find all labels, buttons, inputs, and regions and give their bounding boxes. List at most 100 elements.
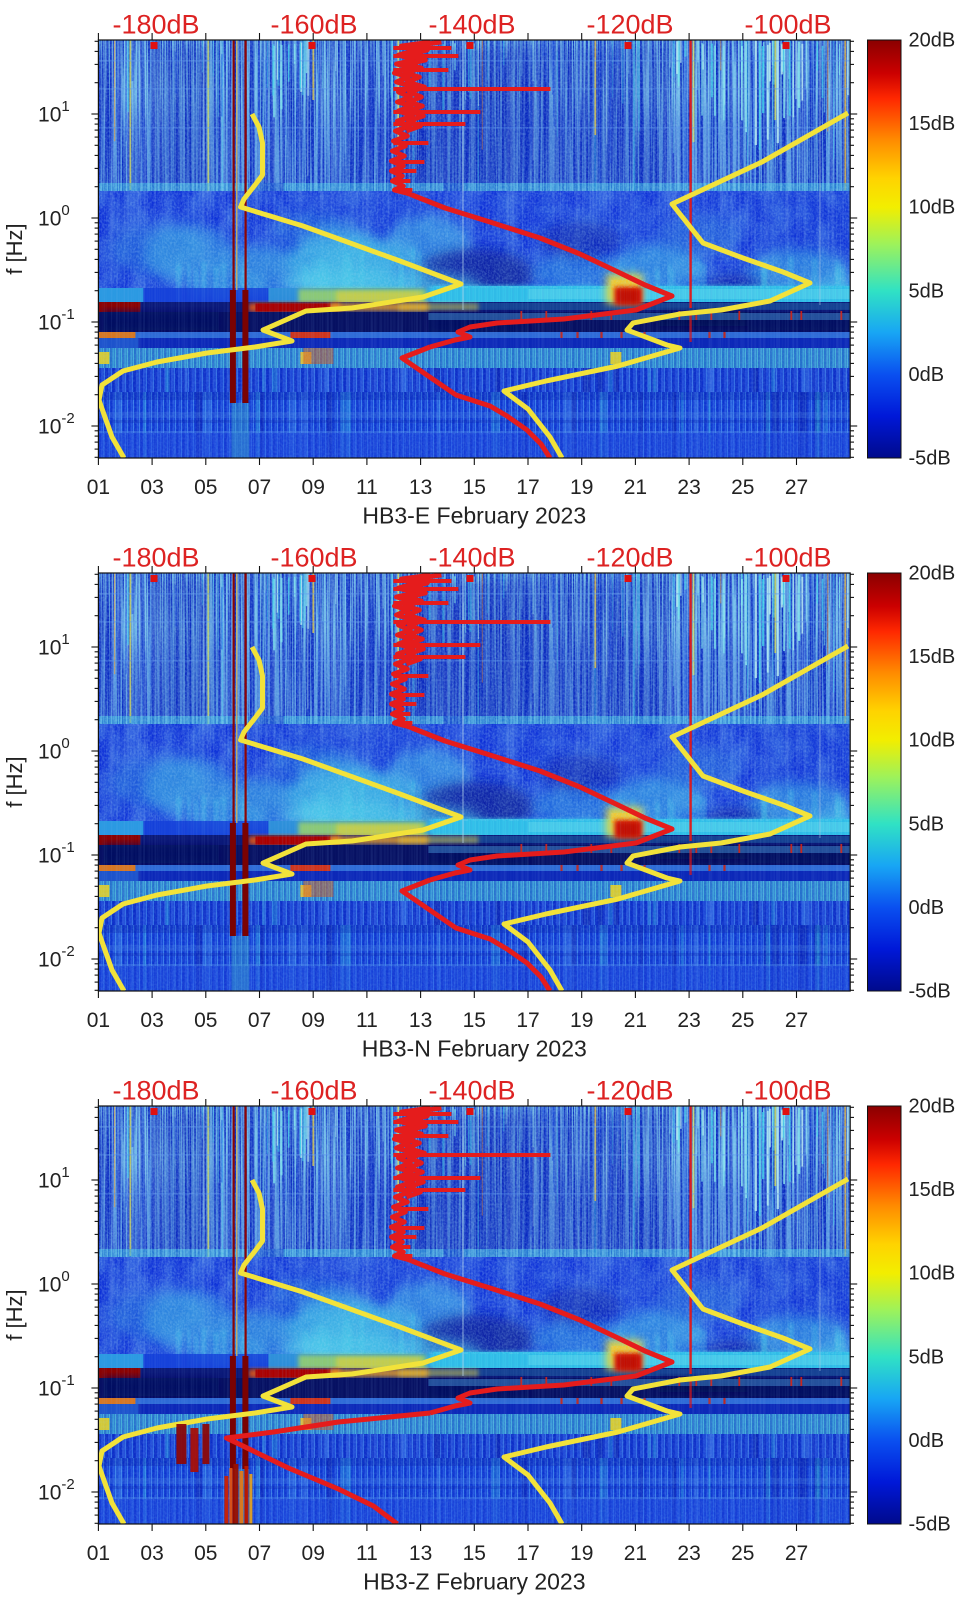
svg-text:-160dB: -160dB (270, 543, 357, 573)
svg-text:25: 25 (731, 1009, 754, 1032)
svg-text:07: 07 (248, 476, 271, 499)
svg-text:11: 11 (356, 1542, 378, 1565)
svg-text:HB3-N February 2023: HB3-N February 2023 (362, 1036, 587, 1062)
svg-text:27: 27 (785, 476, 808, 499)
svg-text:07: 07 (248, 1542, 271, 1565)
svg-text:0: 0 (61, 1268, 69, 1285)
svg-text:27: 27 (785, 1009, 808, 1032)
svg-text:-2: -2 (61, 410, 74, 427)
svg-text:17: 17 (516, 1542, 539, 1565)
svg-text:15dB: 15dB (909, 1179, 956, 1201)
svg-text:5dB: 5dB (909, 280, 945, 302)
svg-text:-180dB: -180dB (112, 1076, 199, 1106)
svg-text:0dB: 0dB (909, 1430, 945, 1452)
svg-text:-100dB: -100dB (744, 10, 831, 40)
svg-text:01: 01 (87, 1009, 110, 1032)
svg-text:10: 10 (38, 1378, 61, 1401)
svg-text:1: 1 (61, 631, 69, 648)
svg-text:03: 03 (140, 1542, 163, 1565)
svg-text:19: 19 (570, 1009, 593, 1032)
svg-text:1: 1 (61, 1164, 69, 1181)
svg-text:20dB: 20dB (909, 1096, 956, 1118)
svg-text:09: 09 (302, 1009, 325, 1032)
svg-text:-140dB: -140dB (428, 543, 515, 573)
svg-text:-2: -2 (61, 1476, 74, 1493)
svg-text:10: 10 (38, 416, 61, 439)
svg-text:-100dB: -100dB (744, 543, 831, 573)
svg-text:15: 15 (463, 1542, 486, 1565)
svg-text:09: 09 (302, 1542, 325, 1565)
svg-text:25: 25 (731, 476, 754, 499)
svg-text:21: 21 (624, 1542, 647, 1565)
svg-text:-160dB: -160dB (270, 1076, 357, 1106)
svg-text:0dB: 0dB (909, 897, 945, 919)
svg-text:f [Hz]: f [Hz] (2, 756, 27, 807)
svg-text:-140dB: -140dB (428, 1076, 515, 1106)
svg-text:10: 10 (38, 949, 61, 972)
svg-text:10: 10 (38, 637, 61, 660)
svg-text:-160dB: -160dB (270, 10, 357, 40)
svg-text:-180dB: -180dB (112, 10, 199, 40)
svg-text:23: 23 (677, 476, 700, 499)
svg-text:5dB: 5dB (909, 1346, 945, 1368)
svg-text:10dB: 10dB (909, 730, 956, 752)
svg-text:05: 05 (194, 1009, 217, 1032)
svg-text:25: 25 (731, 1542, 754, 1565)
svg-text:0: 0 (61, 202, 69, 219)
svg-text:11: 11 (356, 476, 378, 499)
svg-text:10: 10 (38, 312, 61, 335)
svg-text:13: 13 (409, 476, 432, 499)
svg-text:10: 10 (38, 1482, 61, 1505)
svg-text:20dB: 20dB (909, 30, 956, 52)
svg-text:10: 10 (38, 1274, 61, 1297)
svg-text:11: 11 (356, 1009, 378, 1032)
svg-text:21: 21 (624, 1009, 647, 1032)
svg-text:03: 03 (140, 476, 163, 499)
svg-text:0dB: 0dB (909, 364, 945, 386)
svg-text:-120dB: -120dB (586, 543, 673, 573)
svg-text:15dB: 15dB (909, 113, 956, 135)
svg-text:10dB: 10dB (909, 1263, 956, 1285)
svg-text:10: 10 (38, 104, 61, 127)
svg-text:-100dB: -100dB (744, 1076, 831, 1106)
svg-text:15: 15 (463, 476, 486, 499)
svg-text:20dB: 20dB (909, 563, 956, 585)
svg-text:f [Hz]: f [Hz] (2, 223, 27, 274)
svg-text:-120dB: -120dB (586, 10, 673, 40)
svg-text:-1: -1 (61, 1372, 74, 1389)
svg-text:10dB: 10dB (909, 197, 956, 219)
svg-text:27: 27 (785, 1542, 808, 1565)
svg-text:-1: -1 (61, 839, 74, 856)
svg-text:13: 13 (409, 1542, 432, 1565)
svg-text:19: 19 (570, 1542, 593, 1565)
svg-text:-5dB: -5dB (909, 448, 951, 470)
svg-text:0: 0 (61, 735, 69, 752)
svg-text:23: 23 (677, 1542, 700, 1565)
svg-text:23: 23 (677, 1009, 700, 1032)
svg-text:-5dB: -5dB (909, 981, 951, 1003)
svg-text:21: 21 (624, 476, 647, 499)
svg-text:-5dB: -5dB (909, 1514, 951, 1536)
svg-text:05: 05 (194, 476, 217, 499)
svg-text:-120dB: -120dB (586, 1076, 673, 1106)
svg-text:1: 1 (61, 98, 69, 115)
svg-text:07: 07 (248, 1009, 271, 1032)
svg-text:-140dB: -140dB (428, 10, 515, 40)
svg-text:-1: -1 (61, 306, 74, 323)
svg-text:13: 13 (409, 1009, 432, 1032)
svg-text:17: 17 (516, 476, 539, 499)
svg-text:-180dB: -180dB (112, 543, 199, 573)
svg-text:10: 10 (38, 741, 61, 764)
svg-text:01: 01 (87, 1542, 110, 1565)
svg-text:01: 01 (87, 476, 110, 499)
svg-text:17: 17 (516, 1009, 539, 1032)
svg-text:10: 10 (38, 208, 61, 231)
svg-text:15dB: 15dB (909, 646, 956, 668)
svg-text:f [Hz]: f [Hz] (2, 1289, 27, 1340)
svg-text:HB3-E February 2023: HB3-E February 2023 (362, 503, 586, 529)
svg-text:5dB: 5dB (909, 813, 945, 835)
svg-text:09: 09 (302, 476, 325, 499)
svg-text:03: 03 (140, 1009, 163, 1032)
svg-text:10: 10 (38, 1170, 61, 1193)
svg-text:05: 05 (194, 1542, 217, 1565)
